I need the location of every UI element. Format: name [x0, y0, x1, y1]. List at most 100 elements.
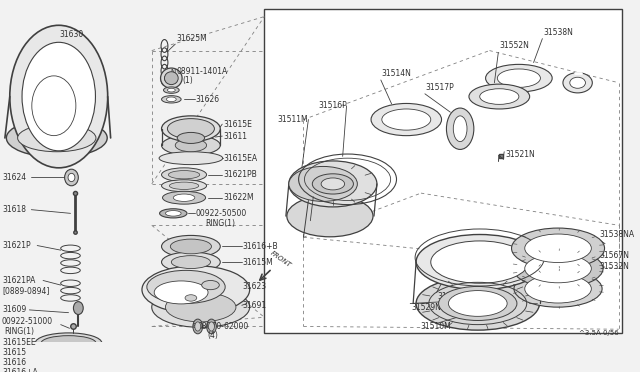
Text: 31552N: 31552N [499, 42, 529, 51]
Ellipse shape [18, 124, 96, 152]
Text: 31510M: 31510M [420, 322, 451, 331]
Ellipse shape [142, 266, 250, 314]
Ellipse shape [38, 362, 99, 372]
Ellipse shape [321, 178, 344, 190]
Text: 31615EA: 31615EA [223, 154, 257, 163]
Text: [0889-0894]: [0889-0894] [2, 286, 49, 295]
Text: 08070-62000: 08070-62000 [198, 322, 249, 331]
Ellipse shape [41, 336, 96, 350]
Ellipse shape [164, 72, 178, 84]
Ellipse shape [175, 139, 207, 152]
Text: 31621P: 31621P [2, 241, 31, 250]
Ellipse shape [161, 68, 182, 88]
Text: 31626: 31626 [196, 95, 220, 104]
Ellipse shape [438, 286, 517, 321]
Text: 31516P: 31516P [318, 101, 347, 110]
Ellipse shape [161, 168, 207, 182]
Ellipse shape [36, 347, 100, 364]
Text: N: N [164, 76, 169, 82]
Ellipse shape [168, 88, 175, 92]
Text: 31529N: 31529N [411, 303, 441, 312]
Text: (1): (1) [182, 76, 193, 86]
Ellipse shape [312, 174, 353, 194]
Text: FRONT: FRONT [269, 250, 292, 269]
Text: 31616: 31616 [2, 358, 26, 367]
Ellipse shape [287, 195, 373, 237]
Ellipse shape [289, 166, 357, 201]
Ellipse shape [416, 277, 540, 330]
Text: 31616+A: 31616+A [2, 368, 38, 372]
Ellipse shape [209, 322, 214, 331]
Ellipse shape [22, 42, 95, 151]
Text: 31615EE: 31615EE [2, 338, 36, 347]
Ellipse shape [159, 209, 187, 218]
Text: 31514N: 31514N [382, 69, 412, 78]
Text: 31621PB: 31621PB [223, 170, 257, 179]
Text: 31609: 31609 [2, 305, 26, 314]
Ellipse shape [161, 252, 220, 272]
Ellipse shape [525, 254, 591, 283]
Ellipse shape [161, 116, 220, 142]
Ellipse shape [74, 302, 83, 314]
Ellipse shape [514, 270, 602, 307]
Ellipse shape [480, 89, 519, 105]
Ellipse shape [147, 270, 225, 304]
Text: 31567N: 31567N [599, 251, 629, 260]
Text: 31616+B: 31616+B [243, 242, 278, 251]
Text: 31615E: 31615E [223, 120, 252, 129]
Ellipse shape [161, 235, 220, 257]
Ellipse shape [525, 234, 591, 263]
Ellipse shape [166, 211, 181, 216]
Ellipse shape [431, 241, 529, 283]
Text: 31532N: 31532N [599, 262, 629, 271]
Text: 31624: 31624 [2, 173, 26, 182]
Text: 08911-1401A: 08911-1401A [176, 67, 227, 76]
Ellipse shape [166, 97, 176, 102]
Ellipse shape [6, 119, 108, 157]
Ellipse shape [513, 249, 603, 288]
Text: 31630: 31630 [60, 31, 84, 39]
Ellipse shape [170, 182, 199, 189]
Text: 31618: 31618 [2, 205, 26, 214]
Ellipse shape [163, 191, 205, 204]
Ellipse shape [152, 287, 250, 327]
Text: 31521N: 31521N [505, 150, 535, 159]
Ellipse shape [168, 171, 200, 179]
Text: 31621PA: 31621PA [2, 276, 35, 285]
Text: 31691: 31691 [243, 301, 267, 310]
Ellipse shape [154, 281, 208, 304]
Ellipse shape [371, 103, 442, 136]
Ellipse shape [65, 169, 78, 186]
Ellipse shape [447, 108, 474, 150]
Text: RING(1): RING(1) [4, 327, 34, 336]
Ellipse shape [416, 234, 543, 290]
Ellipse shape [202, 280, 220, 290]
Text: 31538NA: 31538NA [599, 230, 634, 239]
Text: 00922-50500: 00922-50500 [196, 209, 247, 218]
Text: 31536N: 31536N [438, 292, 468, 301]
Text: N: N [170, 69, 175, 75]
Ellipse shape [170, 239, 211, 254]
Ellipse shape [570, 77, 586, 88]
Ellipse shape [453, 116, 467, 142]
Ellipse shape [382, 109, 431, 130]
Ellipse shape [177, 132, 205, 144]
Ellipse shape [172, 256, 211, 269]
Ellipse shape [449, 291, 507, 316]
Ellipse shape [10, 25, 108, 168]
Bar [264, 9, 621, 333]
Ellipse shape [511, 228, 605, 269]
Text: 31538N: 31538N [543, 28, 573, 37]
Text: (4): (4) [207, 331, 218, 340]
Ellipse shape [185, 295, 196, 301]
Text: 00922-51000: 00922-51000 [2, 317, 53, 326]
Ellipse shape [497, 69, 540, 87]
Ellipse shape [486, 64, 552, 92]
Ellipse shape [195, 322, 201, 331]
Text: 31623: 31623 [243, 282, 267, 291]
Ellipse shape [469, 84, 530, 109]
Ellipse shape [207, 319, 216, 334]
Ellipse shape [193, 319, 203, 334]
Ellipse shape [289, 161, 377, 207]
Ellipse shape [161, 96, 181, 103]
